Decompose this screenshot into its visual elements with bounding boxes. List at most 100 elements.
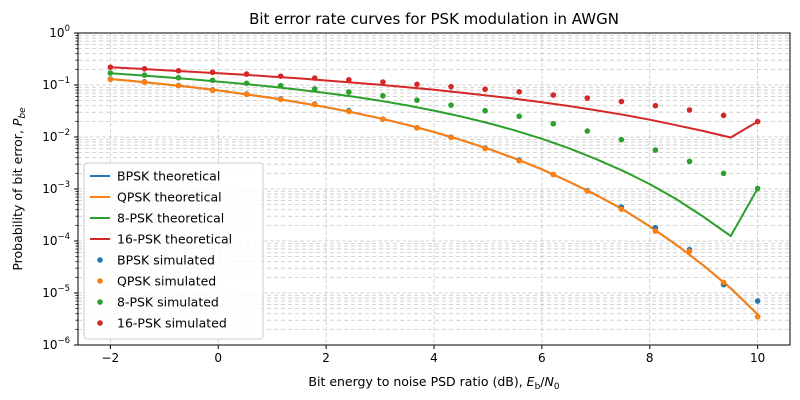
16-psk-simulated-point xyxy=(311,75,318,81)
16-psk-simulated-point xyxy=(550,92,557,98)
8-psk-simulated-point xyxy=(482,107,488,114)
16-psk-simulated-point xyxy=(243,71,250,77)
8-psk-simulated-point xyxy=(380,92,386,99)
16-psk-simulated-point xyxy=(414,81,420,88)
qpsk-simulated-point xyxy=(448,134,454,141)
qpsk-simulated-point xyxy=(209,87,216,94)
16-psk-simulated-point xyxy=(346,76,352,83)
y-tick-exponent: 0 xyxy=(65,24,70,34)
x-axis-label: Bit energy to noise PSD ratio (dB), Eb/N… xyxy=(308,374,559,392)
legend-label-8-psk-simulated: 8-PSK simulated xyxy=(117,295,219,310)
y-tick-exponent: −5 xyxy=(57,284,70,294)
8-psk-simulated-point xyxy=(107,70,114,76)
series-points xyxy=(107,64,761,320)
legend-swatch-8-psk-simulated xyxy=(97,299,103,305)
y-tick-base: 10 xyxy=(42,78,57,92)
8-psk-simulated-point xyxy=(516,113,522,120)
qpsk-simulated-point xyxy=(754,313,761,320)
plot-frame xyxy=(77,32,791,346)
y-tick-exponent: −1 xyxy=(57,76,70,86)
y-tick-label: 10−1 xyxy=(42,76,70,92)
qpsk-simulated-point xyxy=(380,116,386,122)
qpsk-simulated-point xyxy=(686,248,693,255)
y-tick-exponent: −2 xyxy=(57,128,70,138)
16-psk-simulated-point xyxy=(482,86,488,93)
y-tick-base: 10 xyxy=(49,26,64,40)
y-tick-label: 10−3 xyxy=(42,180,70,196)
y-tick-exponent: −4 xyxy=(57,232,70,242)
qpsk-simulated-point xyxy=(618,206,625,212)
qpsk-simulated-point xyxy=(414,125,420,131)
y-tick-label: 10−2 xyxy=(42,128,70,144)
qpsk-theoretical-line xyxy=(110,78,759,316)
y-tick-exponent: −6 xyxy=(57,336,70,346)
qpsk-simulated-point xyxy=(346,108,352,115)
legend-swatch-qpsk-simulated xyxy=(97,278,103,284)
x-tick-label: 0 xyxy=(214,351,222,365)
x-tick-label: −2 xyxy=(102,351,120,365)
qpsk-simulated-point xyxy=(516,157,522,164)
qpsk-simulated-point xyxy=(311,101,318,108)
16-psk-simulated-point xyxy=(720,112,727,119)
qpsk-simulated-point xyxy=(243,91,250,98)
legend-label-16-psk-simulated: 16-PSK simulated xyxy=(117,316,227,331)
8-psk-simulated-point xyxy=(618,136,625,143)
x-tick-label: 2 xyxy=(322,351,330,365)
y-tick-base: 10 xyxy=(42,234,57,248)
qpsk-simulated-point xyxy=(107,76,114,83)
8-psk-simulated-point xyxy=(175,74,182,81)
8-psk-simulated-point xyxy=(346,89,352,95)
8-psk-simulated-point xyxy=(584,128,591,134)
8-psk-simulated-point xyxy=(243,80,250,87)
8-psk-simulated-point xyxy=(720,170,727,177)
y-tick-label: 10−6 xyxy=(42,336,70,352)
y-axis-label: Probability of bit error, Pbe xyxy=(10,107,28,271)
y-tick-label: 100 xyxy=(49,24,70,40)
legend-label-qpsk-theoretical: QPSK theoretical xyxy=(117,190,222,205)
8-psk-simulated-point xyxy=(652,147,659,153)
qpsk-simulated-point xyxy=(720,279,727,286)
x-tick-label: 10 xyxy=(750,351,765,365)
x-tick-label: 6 xyxy=(538,351,546,365)
16-psk-simulated-point xyxy=(277,73,284,79)
16-psk-simulated-point xyxy=(209,69,216,76)
qpsk-simulated-point xyxy=(277,96,284,103)
qpsk-simulated-point xyxy=(652,228,659,234)
8-psk-simulated-point xyxy=(209,77,216,84)
y-tick-exponent: −3 xyxy=(57,180,70,190)
16-psk-simulated-point xyxy=(175,67,182,74)
legend-swatch-16-psk-simulated xyxy=(97,320,103,326)
16-psk-simulated-point xyxy=(754,118,761,125)
qpsk-simulated-point xyxy=(175,82,182,89)
legend-label-8-psk-theoretical: 8-PSK theoretical xyxy=(117,211,224,226)
qpsk-simulated-point xyxy=(141,79,148,86)
16-psk-simulated-point xyxy=(686,107,693,113)
x-tick-label: 4 xyxy=(430,351,438,365)
y-tick-base: 10 xyxy=(42,338,57,352)
legend-label-qpsk-simulated: QPSK simulated xyxy=(117,274,216,289)
8-psk-simulated-point xyxy=(686,158,693,165)
16-psk-theoretical-line xyxy=(110,66,759,139)
x-tick-label: 8 xyxy=(646,351,654,365)
16-psk-simulated-point xyxy=(107,64,114,70)
qpsk-simulated-point xyxy=(482,145,488,152)
16-psk-simulated-point xyxy=(584,95,591,101)
y-tick-base: 10 xyxy=(42,182,57,196)
y-tick-label: 10−4 xyxy=(42,232,70,248)
qpsk-simulated-point xyxy=(550,171,557,178)
8-psk-simulated-point xyxy=(550,120,557,127)
legend-label-bpsk-simulated: BPSK simulated xyxy=(117,253,215,268)
16-psk-simulated-point xyxy=(380,79,386,85)
y-tick-base: 10 xyxy=(42,286,57,300)
8-psk-simulated-point xyxy=(277,82,284,89)
16-psk-simulated-point xyxy=(448,83,454,90)
legend-label-bpsk-theoretical: BPSK theoretical xyxy=(117,169,220,184)
16-psk-simulated-point xyxy=(141,65,148,72)
legend: BPSK theoretical QPSK theoretical 8-PSK th… xyxy=(83,162,264,340)
8-psk-simulated-point xyxy=(414,97,420,104)
16-psk-simulated-point xyxy=(618,98,625,105)
y-tick-label: 10−5 xyxy=(42,284,70,300)
legend-label-16-psk-theoretical: 16-PSK theoretical xyxy=(117,232,232,247)
8-psk-theoretical-line xyxy=(110,72,759,238)
